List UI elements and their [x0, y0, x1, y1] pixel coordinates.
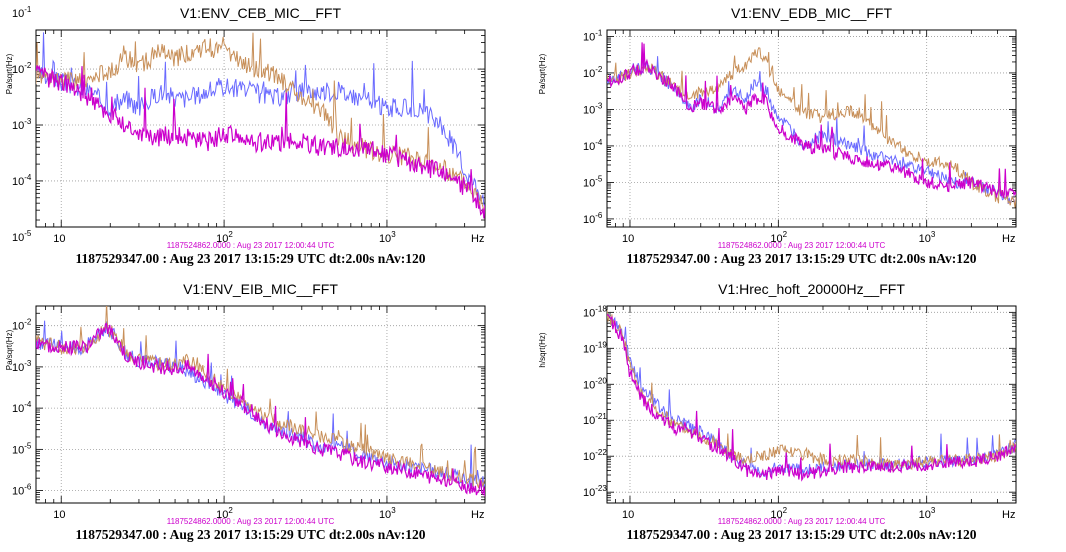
x-axis-unit: Hz — [471, 233, 484, 245]
x-tick-label: 10 — [53, 233, 65, 245]
footer-timestamp: 1187529347.00 : Aug 23 2017 13:15:29 UTC… — [75, 527, 425, 542]
series-group — [36, 32, 485, 219]
y-tick-label: 10-5 — [583, 174, 603, 189]
series-group — [607, 309, 1016, 482]
y-tick-label: 10-2 — [583, 65, 603, 80]
y-axis-label: Pa/sqrt(Hz) — [5, 329, 14, 370]
y-tick-label: 10-21 — [583, 412, 607, 427]
footer-timestamp: 1187529347.00 : Aug 23 2017 13:15:29 UTC… — [75, 251, 425, 266]
footer-timestamp: 1187529347.00 : Aug 23 2017 13:15:29 UTC… — [626, 251, 976, 266]
x-tick-label: 102 — [216, 506, 233, 521]
reference-timestamp: 1187524862.0000 : Aug 23 2017 12:00:44 U… — [718, 517, 886, 526]
chart-title: V1:ENV_EIB_MIC__FFT — [183, 281, 338, 297]
x-axis-unit: Hz — [1002, 509, 1015, 521]
x-axis-unit: Hz — [471, 509, 484, 521]
reference-timestamp: 1187524862.0000 : Aug 23 2017 12:00:44 U… — [167, 517, 335, 526]
y-tick-label: 10-20 — [583, 376, 607, 391]
x-tick-label: 102 — [770, 506, 787, 521]
y-tick-label: 10-3 — [12, 117, 32, 132]
chart-env-edb-mic: V1:ENV_EDB_MIC__FFT Pa/sqrt(Hz) 10-6 10-5 10… — [538, 5, 1017, 266]
y-tick-label: 10-23 — [583, 484, 607, 499]
y-tick-label: 10-1 — [583, 28, 603, 43]
plot-frame — [606, 29, 1017, 228]
y-tick-label: 10-5 — [12, 229, 32, 244]
x-tick-label: 103 — [919, 230, 936, 245]
series-line-2 — [36, 32, 485, 213]
x-tick-label: 10 — [53, 509, 65, 521]
x-tick-label: 103 — [919, 506, 936, 521]
chart-env-eib-mic: V1:ENV_EIB_MIC__FFT Pa/sqrt(Hz) 10-6 10-5 10… — [5, 281, 486, 542]
y-tick-label: 10-2 — [12, 318, 32, 333]
x-tick-label: 103 — [379, 230, 396, 245]
footer-timestamp: 1187529347.00 : Aug 23 2017 13:15:29 UTC… — [626, 527, 976, 542]
y-tick-label: 10-4 — [583, 138, 603, 153]
y-tick-label: 10-3 — [583, 101, 603, 116]
grid — [607, 306, 1016, 503]
x-tick-label: 10 — [622, 509, 634, 521]
plot-frame — [35, 29, 486, 228]
chart-title: V1:ENV_CEB_MIC__FFT — [180, 5, 341, 21]
x-tick-label: 102 — [216, 230, 233, 245]
series-group — [607, 42, 1016, 208]
chart-title: V1:Hrec_hoft_20000Hz__FFT — [718, 281, 905, 297]
x-tick-label: 103 — [379, 506, 396, 521]
y-axis-label: Pa/sqrt(Hz) — [5, 53, 14, 94]
y-tick-label: 10-2 — [12, 61, 32, 76]
y-tick-label: 10-5 — [12, 441, 32, 456]
y-tick-label: 10-4 — [12, 173, 32, 188]
y-axis-label: h/sqrt(Hz) — [538, 332, 547, 367]
x-tick-label: 10 — [622, 233, 634, 245]
y-tick-label: 10-1 — [12, 5, 32, 20]
y-tick-label: 10-4 — [12, 400, 32, 415]
x-axis-unit: Hz — [1002, 233, 1015, 245]
y-tick-label: 10-3 — [12, 359, 32, 374]
y-tick-label: 10-6 — [583, 211, 603, 226]
series-line-3 — [36, 64, 485, 219]
chart-env-ceb-mic: V1:ENV_CEB_MIC__FFT Pa/sqrt(Hz) 10-5 10-4 10… — [5, 5, 486, 266]
x-tick-label: 102 — [770, 230, 787, 245]
reference-timestamp: 1187524862.0000 : Aug 23 2017 12:00:44 U… — [718, 241, 886, 250]
y-tick-label: 10-18 — [583, 304, 607, 319]
chart-hrec-hoft: V1:Hrec_hoft_20000Hz__FFT h/sqrt(Hz) 10-23… — [538, 281, 1017, 542]
y-tick-label: 10-22 — [583, 448, 607, 463]
reference-timestamp: 1187524862.0000 : Aug 23 2017 12:00:44 U… — [167, 241, 335, 250]
chart-title: V1:ENV_EDB_MIC__FFT — [731, 5, 892, 21]
series-line-3 — [607, 313, 1016, 482]
y-tick-label: 10-6 — [12, 483, 32, 498]
y-axis-label: Pa/sqrt(Hz) — [538, 53, 547, 94]
y-tick-label: 10-19 — [583, 340, 607, 355]
series-group — [36, 306, 485, 497]
series-line-3 — [607, 42, 1016, 199]
series-line-3 — [36, 323, 485, 497]
